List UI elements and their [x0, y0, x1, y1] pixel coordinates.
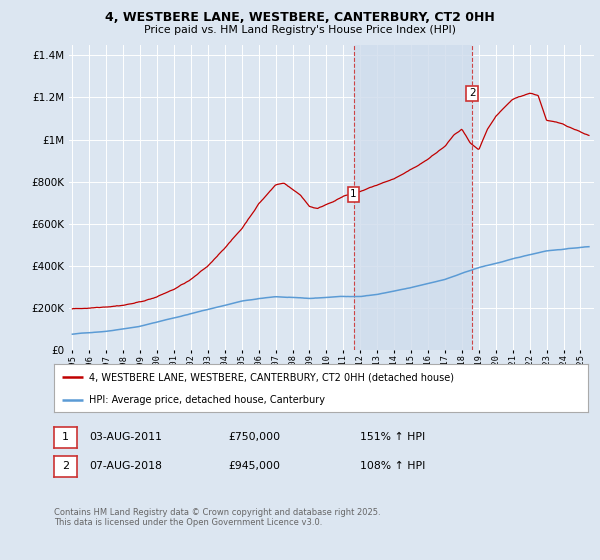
Text: 1: 1	[62, 432, 69, 442]
Bar	[353, 45, 472, 350]
Text: 1: 1	[350, 189, 357, 199]
Text: 4, WESTBERE LANE, WESTBERE, CANTERBURY, CT2 0HH (detached house): 4, WESTBERE LANE, WESTBERE, CANTERBURY, …	[89, 372, 454, 382]
Text: 2: 2	[62, 461, 69, 472]
Text: Price paid vs. HM Land Registry's House Price Index (HPI): Price paid vs. HM Land Registry's House …	[144, 25, 456, 35]
Text: £945,000: £945,000	[228, 461, 280, 472]
Text: Contains HM Land Registry data © Crown copyright and database right 2025.
This d: Contains HM Land Registry data © Crown c…	[54, 508, 380, 528]
Text: HPI: Average price, detached house, Canterbury: HPI: Average price, detached house, Cant…	[89, 395, 325, 405]
Text: 108% ↑ HPI: 108% ↑ HPI	[360, 461, 425, 472]
Text: 151% ↑ HPI: 151% ↑ HPI	[360, 432, 425, 442]
Text: 03-AUG-2011: 03-AUG-2011	[89, 432, 161, 442]
Text: 2: 2	[469, 88, 475, 98]
Text: £750,000: £750,000	[228, 432, 280, 442]
Text: 07-AUG-2018: 07-AUG-2018	[89, 461, 161, 472]
Text: 4, WESTBERE LANE, WESTBERE, CANTERBURY, CT2 0HH: 4, WESTBERE LANE, WESTBERE, CANTERBURY, …	[105, 11, 495, 24]
